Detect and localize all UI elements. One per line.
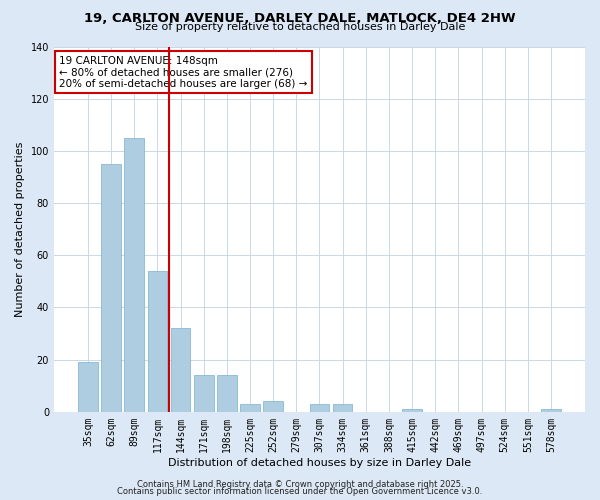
- Bar: [240, 404, 260, 412]
- Text: Size of property relative to detached houses in Darley Dale: Size of property relative to detached ho…: [135, 22, 465, 32]
- X-axis label: Distribution of detached houses by size in Darley Dale: Distribution of detached houses by size …: [168, 458, 471, 468]
- Bar: [263, 402, 283, 412]
- Y-axis label: Number of detached properties: Number of detached properties: [15, 142, 25, 317]
- Text: Contains HM Land Registry data © Crown copyright and database right 2025.: Contains HM Land Registry data © Crown c…: [137, 480, 463, 489]
- Text: Contains public sector information licensed under the Open Government Licence v3: Contains public sector information licen…: [118, 487, 482, 496]
- Bar: [124, 138, 144, 412]
- Text: 19 CARLTON AVENUE: 148sqm
← 80% of detached houses are smaller (276)
20% of semi: 19 CARLTON AVENUE: 148sqm ← 80% of detac…: [59, 56, 308, 89]
- Text: 19, CARLTON AVENUE, DARLEY DALE, MATLOCK, DE4 2HW: 19, CARLTON AVENUE, DARLEY DALE, MATLOCK…: [84, 12, 516, 26]
- Bar: [78, 362, 98, 412]
- Bar: [310, 404, 329, 412]
- Bar: [541, 409, 561, 412]
- Bar: [217, 376, 236, 412]
- Bar: [194, 376, 214, 412]
- Bar: [148, 271, 167, 412]
- Bar: [170, 328, 190, 412]
- Bar: [333, 404, 352, 412]
- Bar: [402, 409, 422, 412]
- Bar: [101, 164, 121, 412]
